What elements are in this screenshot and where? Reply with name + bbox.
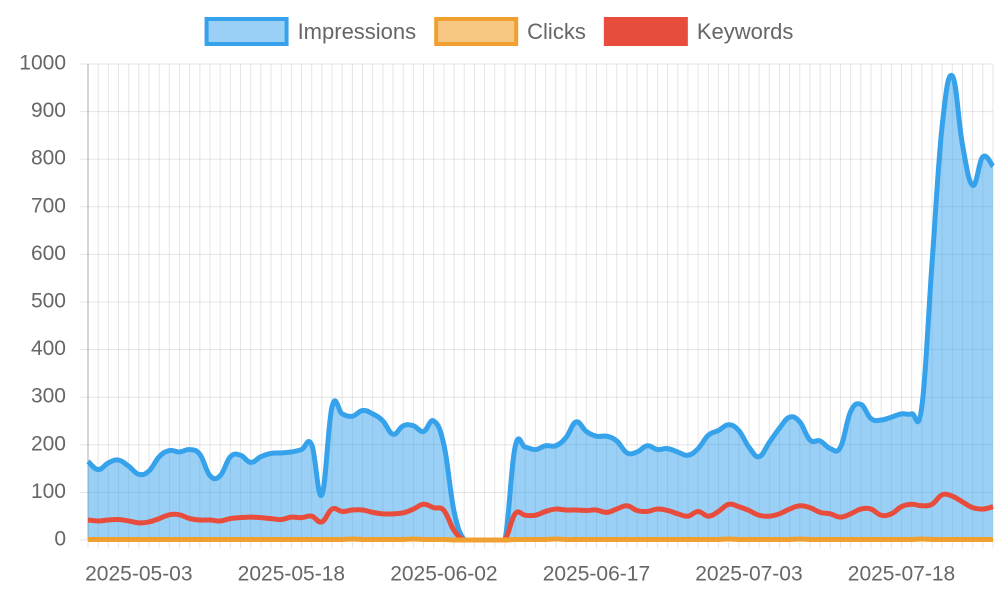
x-tick-label: 2025-06-17: [543, 563, 650, 586]
y-tick-label: 200: [31, 432, 66, 455]
x-tick-label: 2025-07-18: [848, 563, 955, 586]
y-tick-label: 1000: [19, 52, 66, 75]
legend-swatch: [204, 17, 289, 46]
legend-label: Impressions: [298, 19, 417, 44]
legend: Impressions Clicks Keywords: [204, 17, 794, 46]
x-tick-label: 2025-05-18: [238, 563, 345, 586]
line: [86, 72, 995, 543]
y-tick-label: 300: [31, 385, 66, 408]
x-tick-label: 2025-05-03: [85, 563, 192, 586]
legend-label: Keywords: [697, 19, 794, 44]
area: [88, 75, 993, 540]
x-tick-label: 2025-06-02: [390, 563, 497, 586]
line: [87, 491, 994, 543]
line: [88, 536, 993, 543]
y-tick-label: 600: [31, 242, 66, 265]
y-tick-label: 500: [31, 290, 66, 313]
y-tick-label: 100: [31, 480, 66, 503]
x-tick-label: 2025-07-03: [695, 563, 802, 586]
legend-label: Clicks: [527, 19, 586, 44]
legend-swatch: [603, 17, 688, 46]
y-tick-label: 0: [54, 528, 66, 551]
y-tick-label: 900: [31, 99, 66, 122]
y-tick-label: 400: [31, 337, 66, 360]
y-tick-label: 800: [31, 147, 66, 170]
y-tick-label: 700: [31, 194, 66, 217]
legend-swatch: [434, 17, 519, 46]
